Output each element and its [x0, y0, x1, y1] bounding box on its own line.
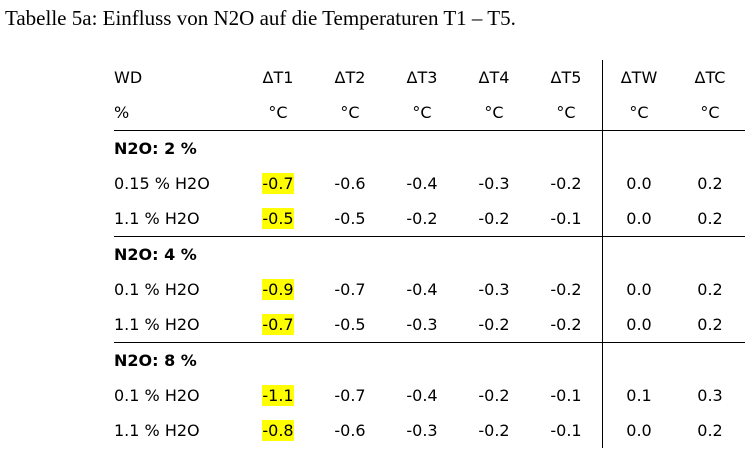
- value-cell: -0.2: [550, 280, 582, 299]
- table-row: 0.15 % H2O -0.7 -0.6 -0.4 -0.3 -0.2 0.0 …: [114, 166, 745, 201]
- value-cell: 0.0: [602, 201, 675, 237]
- group-label: N2O: 2 %: [114, 139, 197, 158]
- unit-cell: °C: [242, 95, 314, 131]
- value-cell: -0.4: [406, 280, 438, 299]
- unit-cell: °C: [675, 95, 745, 131]
- value-cell: 0.3: [697, 386, 723, 405]
- value-cell: 0.2: [697, 421, 723, 440]
- table-row: 0.1 % H2O -1.1 -0.7 -0.4 -0.2 -0.1 0.1 0…: [114, 378, 745, 413]
- value-cell: 0.0: [602, 166, 675, 201]
- value-cell: -0.2: [478, 421, 510, 440]
- unit-row: % °C °C °C °C °C °C °C: [114, 95, 745, 131]
- value-cell: 0.1: [602, 378, 675, 413]
- value-cell: -0.7: [334, 280, 366, 299]
- row-label: 1.1 % H2O: [114, 307, 242, 343]
- value-cell: -0.1: [550, 386, 582, 405]
- header-cell-dt5: ΔT5: [550, 68, 582, 87]
- value-cell: -0.1: [550, 421, 582, 440]
- header-cell-dt4: ΔT4: [478, 68, 510, 87]
- value-cell: -0.4: [406, 386, 438, 405]
- value-cell: -0.6: [334, 421, 366, 440]
- value-cell: -0.2: [478, 386, 510, 405]
- value-cell: -0.6: [334, 174, 366, 193]
- highlighted-value: -1.1: [262, 385, 294, 406]
- table-caption: Tabelle 5a: Einfluss von N2O auf die Tem…: [5, 6, 516, 30]
- value-cell: -0.3: [386, 307, 458, 343]
- value-cell: -0.2: [386, 201, 458, 237]
- header-cell-dtc: ΔTC: [694, 68, 726, 87]
- value-cell: -0.2: [550, 174, 582, 193]
- unit-cell: °C: [314, 95, 386, 131]
- header-cell-dt3: ΔT3: [406, 68, 438, 87]
- table-row: 0.1 % H2O -0.9 -0.7 -0.4 -0.3 -0.2 0.0 0…: [114, 272, 745, 307]
- highlighted-value: -0.8: [262, 420, 294, 441]
- row-label: 0.15 % H2O: [114, 174, 210, 193]
- value-cell: -0.7: [334, 386, 366, 405]
- row-label: 0.1 % H2O: [114, 386, 200, 405]
- header-cell-dtw: ΔTW: [602, 60, 675, 95]
- header-cell-dt2: ΔT2: [334, 68, 366, 87]
- value-cell: -0.3: [478, 174, 510, 193]
- value-cell: -0.2: [458, 307, 530, 343]
- table-row: 1.1 % H2O -0.7 -0.5 -0.3 -0.2 -0.2 0.0 0…: [114, 307, 745, 343]
- group-header-row: N2O: 4 %: [114, 236, 745, 272]
- temperature-table: WD ΔT1 ΔT2 ΔT3 ΔT4 ΔT5 ΔTW ΔTC % °C °C °…: [114, 60, 745, 448]
- value-cell: 0.2: [675, 201, 745, 237]
- group-header-row: N2O: 8 %: [114, 342, 745, 378]
- unit-cell: °C: [458, 95, 530, 131]
- header-row: WD ΔT1 ΔT2 ΔT3 ΔT4 ΔT5 ΔTW ΔTC: [114, 60, 745, 95]
- value-cell: 0.2: [697, 280, 723, 299]
- value-cell: -0.4: [406, 174, 438, 193]
- table-row: 1.1 % H2O -0.5 -0.5 -0.2 -0.2 -0.1 0.0 0…: [114, 201, 745, 237]
- value-cell: -0.3: [406, 421, 438, 440]
- value-cell: -0.2: [530, 307, 603, 343]
- group-header-row: N2O: 2 %: [114, 130, 745, 166]
- row-label: 1.1 % H2O: [114, 421, 200, 440]
- value-cell: -0.5: [314, 307, 386, 343]
- row-label: 1.1 % H2O: [114, 201, 242, 237]
- highlighted-value: -0.9: [262, 279, 294, 300]
- value-cell: 0.2: [697, 174, 723, 193]
- value-cell: -0.3: [478, 280, 510, 299]
- value-cell: 0.2: [675, 307, 745, 343]
- value-cell: -0.5: [314, 201, 386, 237]
- highlighted-value: -0.7: [262, 314, 294, 335]
- group-label: N2O: 4 %: [114, 245, 197, 264]
- row-label: 0.1 % H2O: [114, 280, 200, 299]
- unit-cell: %: [114, 95, 242, 131]
- header-cell-wd: WD: [114, 68, 143, 87]
- value-cell: -0.2: [458, 201, 530, 237]
- value-cell: 0.0: [602, 307, 675, 343]
- value-cell: -0.1: [530, 201, 603, 237]
- value-cell: 0.0: [602, 272, 675, 307]
- unit-cell: °C: [602, 95, 675, 131]
- header-cell-dt1: ΔT1: [262, 68, 294, 87]
- highlighted-value: -0.5: [262, 208, 294, 229]
- value-cell: 0.0: [602, 413, 675, 448]
- group-label: N2O: 8 %: [114, 351, 197, 370]
- unit-cell: °C: [386, 95, 458, 131]
- table-row: 1.1 % H2O -0.8 -0.6 -0.3 -0.2 -0.1 0.0 0…: [114, 413, 745, 448]
- highlighted-value: -0.7: [262, 173, 294, 194]
- unit-cell: °C: [530, 95, 603, 131]
